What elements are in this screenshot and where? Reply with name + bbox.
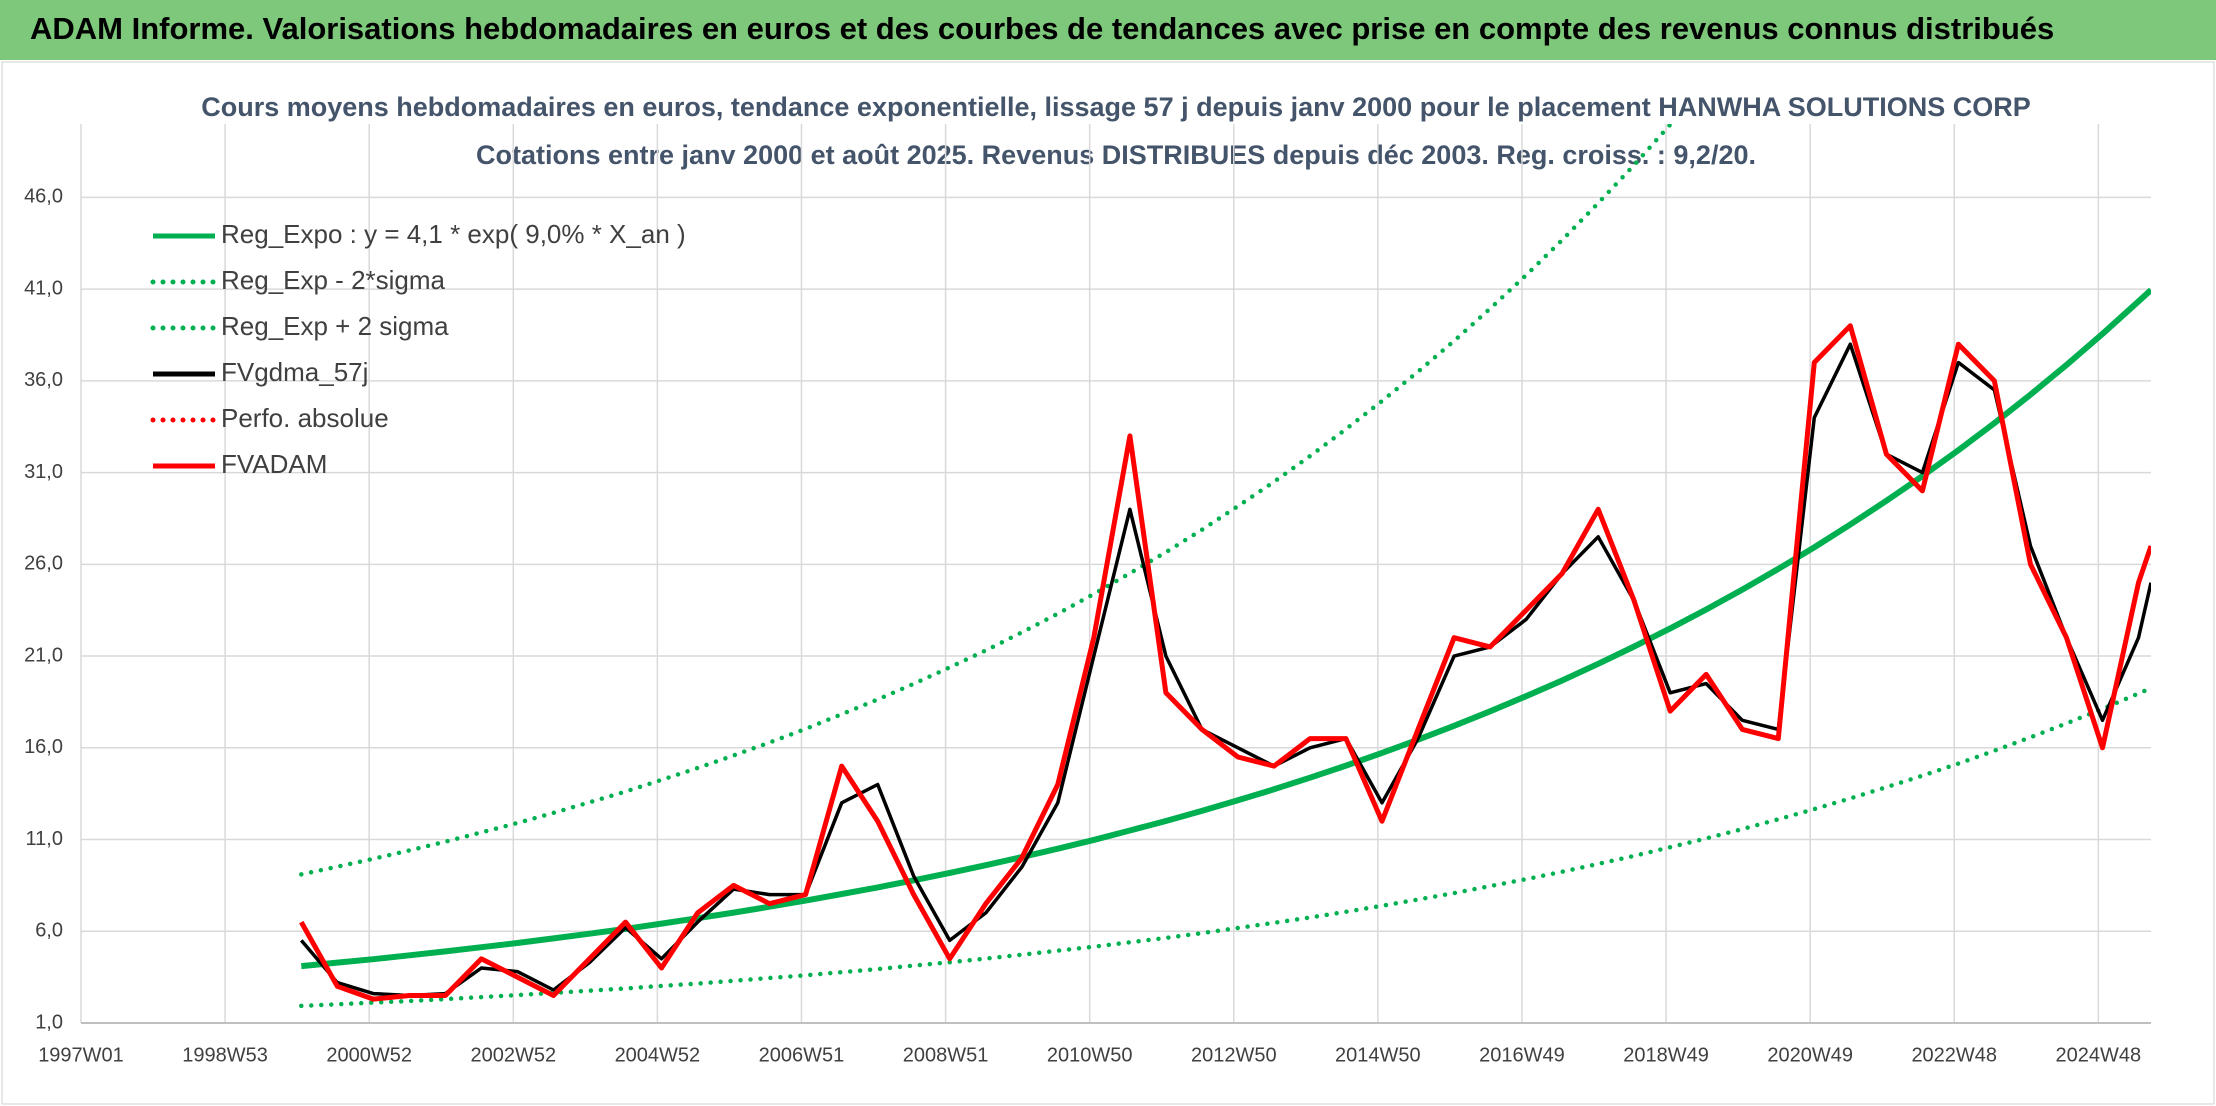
chart-subtitle: Cotations entre janv 2000 et août 2025. …	[476, 140, 1756, 170]
legend-label: Reg_Exp + 2 sigma	[221, 311, 449, 341]
x-tick-label: 2020W49	[1767, 1044, 1853, 1066]
y-tick-label: 6,0	[35, 920, 63, 942]
y-tick-label: 36,0	[24, 369, 63, 391]
x-tick-label: 2022W48	[1911, 1044, 1997, 1066]
x-tick-label: 1997W01	[38, 1044, 124, 1066]
legend-label: Perfo. absolue	[221, 403, 389, 433]
x-tick-label: 2006W51	[759, 1044, 845, 1066]
frame	[1, 61, 2215, 1105]
header-band	[0, 0, 2216, 60]
series-line	[299, 685, 2151, 1009]
y-tick-label: 1,0	[35, 1011, 63, 1033]
x-tick-label: 2018W49	[1623, 1044, 1709, 1066]
x-tick-label: 1998W53	[182, 1044, 268, 1066]
series-line	[299, 342, 2151, 998]
legend-label: FVgdma_57j	[221, 357, 368, 387]
y-tick-label: 31,0	[24, 461, 63, 483]
y-tick-label: 21,0	[24, 644, 63, 666]
x-tick-label: 2002W52	[470, 1044, 556, 1066]
legend-label: FVADAM	[221, 449, 327, 479]
x-tick-label: 2010W50	[1047, 1044, 1133, 1066]
x-tick-label: 2004W52	[615, 1044, 701, 1066]
y-tick-label: 46,0	[24, 186, 63, 208]
y-tick-label: 16,0	[24, 736, 63, 758]
legend-label: Reg_Expo : y = 4,1 * exp( 9,0% * X_an )	[221, 219, 686, 249]
y-tick-label: 41,0	[24, 277, 63, 299]
y-tick-label: 26,0	[24, 553, 63, 575]
x-tick-label: 2008W51	[903, 1044, 989, 1066]
series-line	[301, 287, 2151, 970]
x-tick-label: 2012W50	[1191, 1044, 1277, 1066]
x-tick-label: 2000W52	[326, 1044, 412, 1066]
y-tick-label: 11,0	[26, 828, 63, 850]
legend-label: Reg_Exp - 2*sigma	[221, 265, 446, 295]
series-line	[299, 124, 1674, 877]
x-tick-label: 2024W48	[2056, 1044, 2142, 1066]
chart-title: Cours moyens hebdomadaires en euros, ten…	[201, 92, 2031, 122]
series-line	[299, 323, 2151, 1002]
x-tick-label: 2016W49	[1479, 1044, 1565, 1066]
x-tick-label: 2014W50	[1335, 1044, 1421, 1066]
page-title: ADAM Informe. Valorisations hebdomadaire…	[30, 11, 2054, 46]
